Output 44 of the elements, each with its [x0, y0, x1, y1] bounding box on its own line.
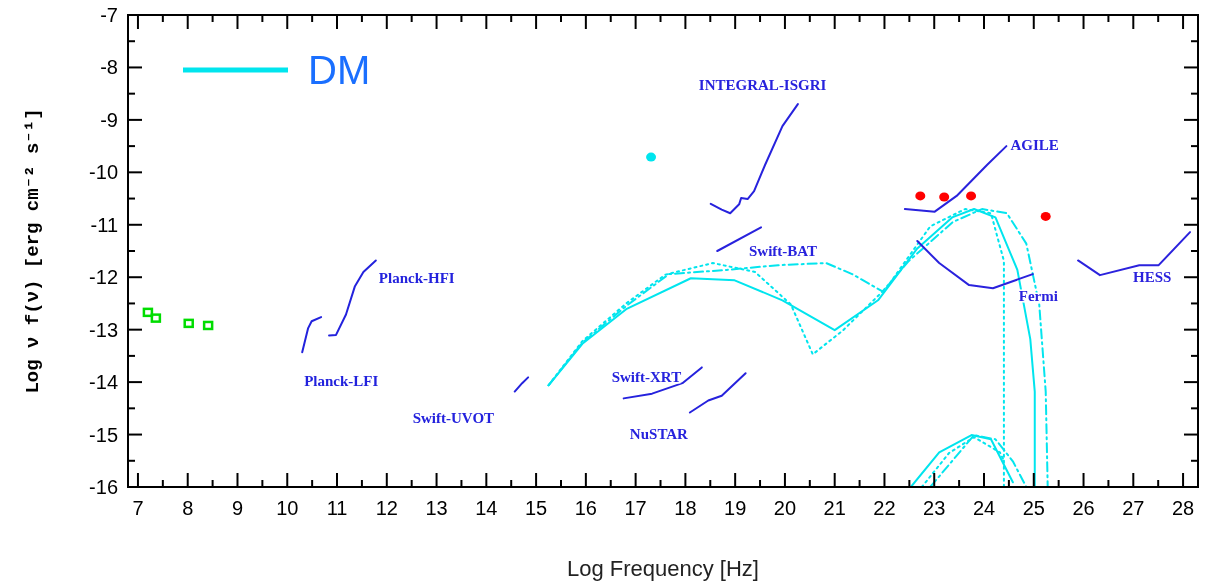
y-tick-label: -16: [89, 476, 118, 498]
series-label: Planck-LFI: [304, 373, 379, 390]
y-tick-label: -13: [89, 318, 118, 341]
y-tick-label: -9: [100, 108, 118, 131]
y-tick-label: -14: [89, 371, 118, 394]
x-tick-label: 18: [674, 497, 697, 519]
y-tick-label: -7: [100, 4, 118, 26]
x-tick-label: 11: [326, 497, 348, 519]
series-label: Swift-XRT: [611, 368, 682, 385]
x-axis-title: Log Frequency [Hz]: [567, 556, 759, 581]
y-tick-label: -15: [89, 423, 118, 446]
y-tick-label: -8: [100, 56, 118, 79]
y-axis-title: Log ν f(ν) [erg cm⁻² s⁻¹]: [22, 108, 44, 394]
x-tick-label: 23: [923, 497, 946, 519]
x-tick-label: 25: [1022, 497, 1045, 519]
series-label: Swift-UVOT: [412, 409, 495, 426]
x-tick-label: 27: [1122, 497, 1145, 519]
x-tick-label: 14: [475, 497, 498, 519]
x-tick-label: 12: [375, 497, 398, 519]
text: INTEGRAL-ISGRI: [698, 77, 827, 94]
series-label: Planck-HFI: [378, 269, 455, 286]
x-tick-label: 7: [132, 497, 144, 519]
y-tick-label: -10: [89, 161, 118, 184]
x-tick-label: 24: [972, 497, 996, 519]
x-tick-label: 21: [823, 497, 846, 519]
series-label: HESS: [1133, 269, 1172, 286]
y-tick-label: -12: [89, 266, 118, 289]
x-tick-label: 22: [873, 497, 896, 519]
x-tick-label: 10: [276, 497, 299, 519]
x-tick-label: 15: [524, 497, 548, 519]
x-tick-label: 13: [425, 497, 448, 519]
series-label: NuSTAR: [629, 425, 689, 442]
x-tick-label: 20: [773, 497, 797, 519]
x-tick-label: 28: [1171, 497, 1195, 519]
series-label: AGILE: [1010, 137, 1059, 154]
y-tick-label: -11: [90, 213, 118, 236]
x-tick-label: 17: [624, 497, 647, 519]
x-tick-label: 8: [182, 497, 194, 519]
x-tick-label: 16: [574, 497, 597, 519]
legend-label: DM: [308, 48, 371, 92]
x-tick-label: 19: [724, 497, 747, 519]
x-tick-label: 9: [231, 497, 244, 519]
series-label: Swift-BAT: [749, 242, 818, 259]
x-tick-label: 26: [1072, 497, 1095, 519]
